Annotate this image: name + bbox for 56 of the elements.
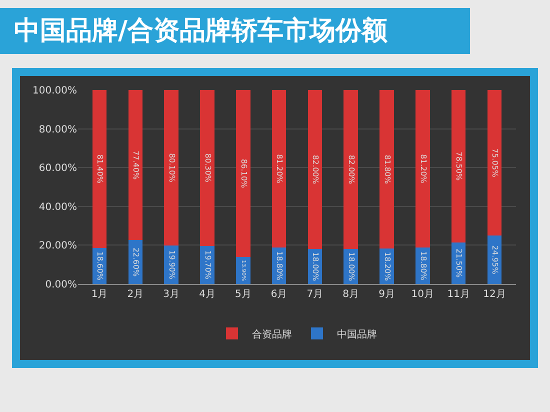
- bar: [92, 90, 107, 248]
- data-label: 81.20%: [275, 154, 284, 184]
- data-label: 75.05%: [490, 148, 500, 178]
- data-label: 77.40%: [132, 150, 141, 180]
- data-label: 86.10%: [239, 159, 248, 188]
- x-tick-label: 6月: [270, 289, 288, 300]
- data-label: 19.70%: [203, 250, 212, 280]
- x-tick-label: 9月: [378, 289, 395, 300]
- x-tick-label: 1月: [91, 289, 108, 300]
- y-tick-label: 20.00%: [38, 240, 77, 252]
- x-tick-label: 5月: [234, 289, 252, 300]
- bar: [487, 90, 502, 236]
- chart-title: 中国品牌/合资品牌轿车市场份额: [0, 8, 470, 54]
- x-tick-label: 3月: [163, 289, 180, 300]
- bar: [200, 90, 214, 246]
- x-tick-label: 10月: [411, 289, 434, 300]
- y-tick-label: 40.00%: [38, 202, 77, 213]
- bar: [128, 90, 143, 240]
- data-label: 18.00%: [346, 252, 356, 281]
- x-tick-label: 12月: [483, 289, 506, 300]
- data-label: 80.30%: [203, 153, 212, 182]
- data-label: 21.50%: [454, 248, 464, 278]
- data-label: 24.95%: [490, 245, 500, 274]
- data-label: 80.10%: [167, 153, 176, 182]
- data-label: 18.80%: [275, 251, 284, 280]
- bar: [308, 90, 322, 250]
- bar: [451, 90, 466, 242]
- bar: [380, 90, 394, 249]
- data-label: 81.20%: [418, 154, 428, 184]
- data-label: 82.00%: [346, 155, 356, 184]
- data-label: 18.60%: [96, 251, 105, 280]
- bar: [272, 90, 286, 248]
- y-tick-label: 80.00%: [38, 124, 77, 136]
- data-label: 18.00%: [311, 252, 320, 281]
- data-label: 18.20%: [382, 252, 392, 281]
- x-tick-label: 11月: [447, 289, 470, 300]
- data-label: 78.50%: [454, 152, 464, 181]
- legend-label: 合资品牌: [252, 328, 292, 340]
- data-label: 82.00%: [311, 155, 320, 184]
- data-label: 81.40%: [96, 154, 105, 184]
- data-label: 81.80%: [382, 154, 392, 184]
- y-tick-label: 100.00%: [32, 86, 77, 96]
- bar: [415, 90, 430, 248]
- data-label: 22.60%: [132, 248, 141, 277]
- y-tick-label: 60.00%: [38, 163, 77, 174]
- bar: [164, 90, 179, 246]
- bar: [236, 90, 250, 258]
- legend-label: 中国品牌: [337, 328, 377, 340]
- data-label: 19.90%: [167, 250, 176, 280]
- x-tick-label: 7月: [306, 289, 324, 300]
- y-tick-label: 0.00%: [45, 280, 77, 290]
- x-tick-label: 8月: [342, 289, 360, 300]
- data-label: 18.80%: [418, 251, 428, 280]
- bar: [344, 90, 358, 250]
- x-tick-label: 2月: [127, 289, 144, 300]
- x-tick-label: 4月: [199, 289, 216, 300]
